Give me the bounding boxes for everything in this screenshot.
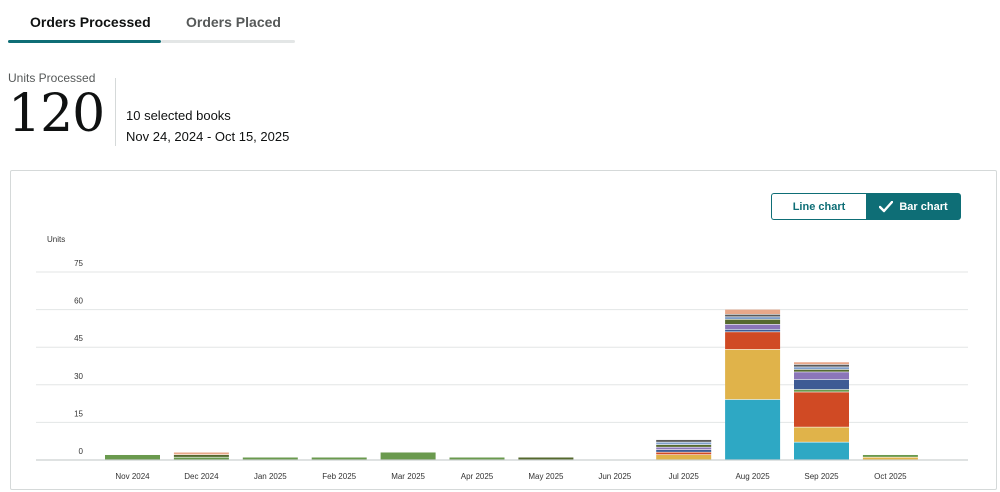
bar-segment[interactable] xyxy=(725,317,781,320)
bar-segment[interactable] xyxy=(725,309,781,315)
selected-books-count: 10 selected books xyxy=(126,108,231,123)
bar-segment[interactable] xyxy=(242,457,298,460)
y-tick-label: 60 xyxy=(74,297,83,306)
bar-segment[interactable] xyxy=(794,442,849,460)
bar-segment[interactable] xyxy=(794,369,849,372)
bar-segment[interactable] xyxy=(173,457,229,460)
bar-segment[interactable] xyxy=(794,379,849,390)
x-tick-label: Jun 2025 xyxy=(598,472,631,481)
x-tick-label: Mar 2025 xyxy=(391,472,425,481)
date-range: Nov 24, 2024 - Oct 15, 2025 xyxy=(126,129,290,144)
x-tick-label: Dec 2024 xyxy=(184,472,219,481)
x-tick-label: Apr 2025 xyxy=(461,472,494,481)
bar-segment[interactable] xyxy=(794,392,849,427)
kpi-divider xyxy=(115,78,116,146)
bar-segment[interactable] xyxy=(862,454,918,457)
bar-segment[interactable] xyxy=(725,329,781,332)
y-axis-title: Units xyxy=(47,235,65,244)
y-tick-label: 15 xyxy=(74,409,83,418)
x-tick-label: Jul 2025 xyxy=(669,472,700,481)
bar-segment[interactable] xyxy=(725,349,781,400)
bar-segment[interactable] xyxy=(794,367,849,370)
bar-segment[interactable] xyxy=(105,454,160,460)
bar-segment[interactable] xyxy=(725,324,781,330)
bar-segment[interactable] xyxy=(794,372,849,380)
bar-segment[interactable] xyxy=(656,447,712,450)
x-tick-label: Jan 2025 xyxy=(254,472,287,481)
bar-segment[interactable] xyxy=(794,389,849,392)
bar-segment[interactable] xyxy=(380,452,436,460)
bar-chart-button[interactable]: Bar chart xyxy=(866,193,961,220)
line-chart-button[interactable]: Line chart xyxy=(771,193,866,220)
bar-segment[interactable] xyxy=(449,457,505,460)
bar-segment[interactable] xyxy=(725,319,781,325)
checkmark-icon xyxy=(879,200,894,212)
y-tick-label: 30 xyxy=(74,372,83,381)
bar-segment[interactable] xyxy=(725,314,781,317)
bar-chart-label: Bar chart xyxy=(899,200,948,213)
y-tick-label: 45 xyxy=(74,334,83,343)
bar-segment[interactable] xyxy=(725,399,781,460)
bar-segment[interactable] xyxy=(311,457,367,460)
bar-segment[interactable] xyxy=(725,332,781,350)
bar-segment[interactable] xyxy=(518,457,574,460)
x-tick-label: Sep 2025 xyxy=(804,472,839,481)
bar-segment[interactable] xyxy=(794,364,849,367)
active-tab-indicator xyxy=(8,40,161,43)
bar-segment[interactable] xyxy=(656,439,712,442)
kpi-label: Units Processed xyxy=(8,71,96,85)
bar-segment[interactable] xyxy=(862,457,918,460)
x-tick-label: May 2025 xyxy=(528,472,564,481)
chart-type-toggle: Line chart Bar chart xyxy=(771,193,961,220)
bar-segment[interactable] xyxy=(173,454,229,457)
kpi-value: 120 xyxy=(8,84,105,144)
bar-segment[interactable] xyxy=(656,449,712,452)
tab-orders-processed[interactable]: Orders Processed xyxy=(30,14,151,30)
bar-segment[interactable] xyxy=(656,444,712,447)
x-tick-label: Feb 2025 xyxy=(322,472,356,481)
bar-segment[interactable] xyxy=(656,454,712,460)
x-tick-label: Oct 2025 xyxy=(874,472,907,481)
y-tick-label: 75 xyxy=(74,259,83,268)
bar-segment[interactable] xyxy=(794,427,849,442)
y-tick-label: 0 xyxy=(79,447,84,456)
x-tick-label: Aug 2025 xyxy=(735,472,770,481)
bar-segment[interactable] xyxy=(794,362,849,365)
tab-underline xyxy=(161,40,295,43)
bar-segment[interactable] xyxy=(173,452,229,455)
tab-orders-placed[interactable]: Orders Placed xyxy=(186,14,281,30)
bar-segment[interactable] xyxy=(656,442,712,445)
line-chart-label: Line chart xyxy=(792,200,846,213)
x-tick-label: Nov 2024 xyxy=(115,472,150,481)
bar-segment[interactable] xyxy=(656,452,712,455)
tab-bar: Orders Processed Orders Placed xyxy=(8,0,295,44)
